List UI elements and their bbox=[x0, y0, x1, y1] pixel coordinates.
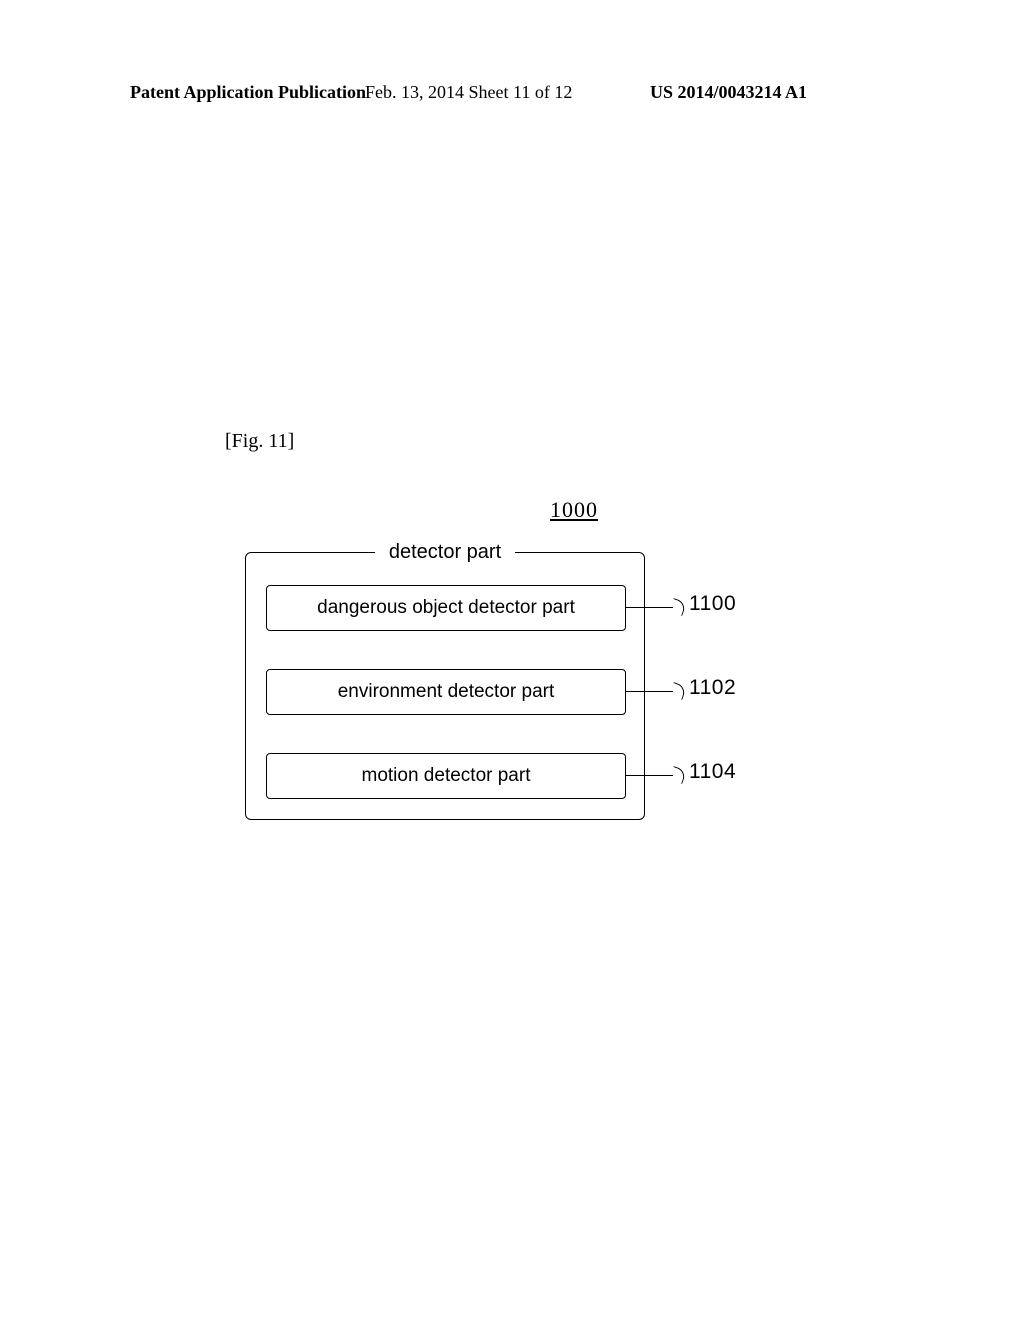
header-publication: Patent Application Publication bbox=[130, 82, 366, 103]
ref-1104: 1104 bbox=[689, 760, 736, 784]
figure-label: [Fig. 11] bbox=[225, 430, 294, 453]
assembly-reference-number: 1000 bbox=[550, 497, 598, 523]
header-pub-number: US 2014/0043214 A1 bbox=[650, 82, 807, 103]
detector-diagram: detector part dangerous object detector … bbox=[245, 552, 645, 820]
motion-detector-box: motion detector part bbox=[266, 753, 626, 799]
detector-part-container: detector part dangerous object detector … bbox=[245, 552, 645, 820]
header-date-sheet: Feb. 13, 2014 Sheet 11 of 12 bbox=[365, 82, 572, 103]
lead-curve-1100 bbox=[669, 598, 687, 616]
dangerous-object-detector-box: dangerous object detector part bbox=[266, 585, 626, 631]
detector-part-legend: detector part bbox=[246, 541, 644, 564]
lead-curve-1102 bbox=[669, 682, 687, 700]
ref-1100: 1100 bbox=[689, 592, 736, 616]
motion-detector-label: motion detector part bbox=[362, 765, 531, 787]
lead-curve-1104 bbox=[669, 766, 687, 784]
environment-detector-box: environment detector part bbox=[266, 669, 626, 715]
patent-page: Patent Application Publication Feb. 13, … bbox=[0, 0, 1024, 1320]
lead-line-1104 bbox=[625, 775, 673, 776]
detector-part-legend-text: detector part bbox=[375, 541, 515, 563]
lead-line-1102 bbox=[625, 691, 673, 692]
environment-detector-label: environment detector part bbox=[338, 681, 555, 703]
dangerous-object-detector-label: dangerous object detector part bbox=[317, 597, 575, 619]
lead-line-1100 bbox=[625, 607, 673, 608]
ref-1102: 1102 bbox=[689, 676, 736, 700]
